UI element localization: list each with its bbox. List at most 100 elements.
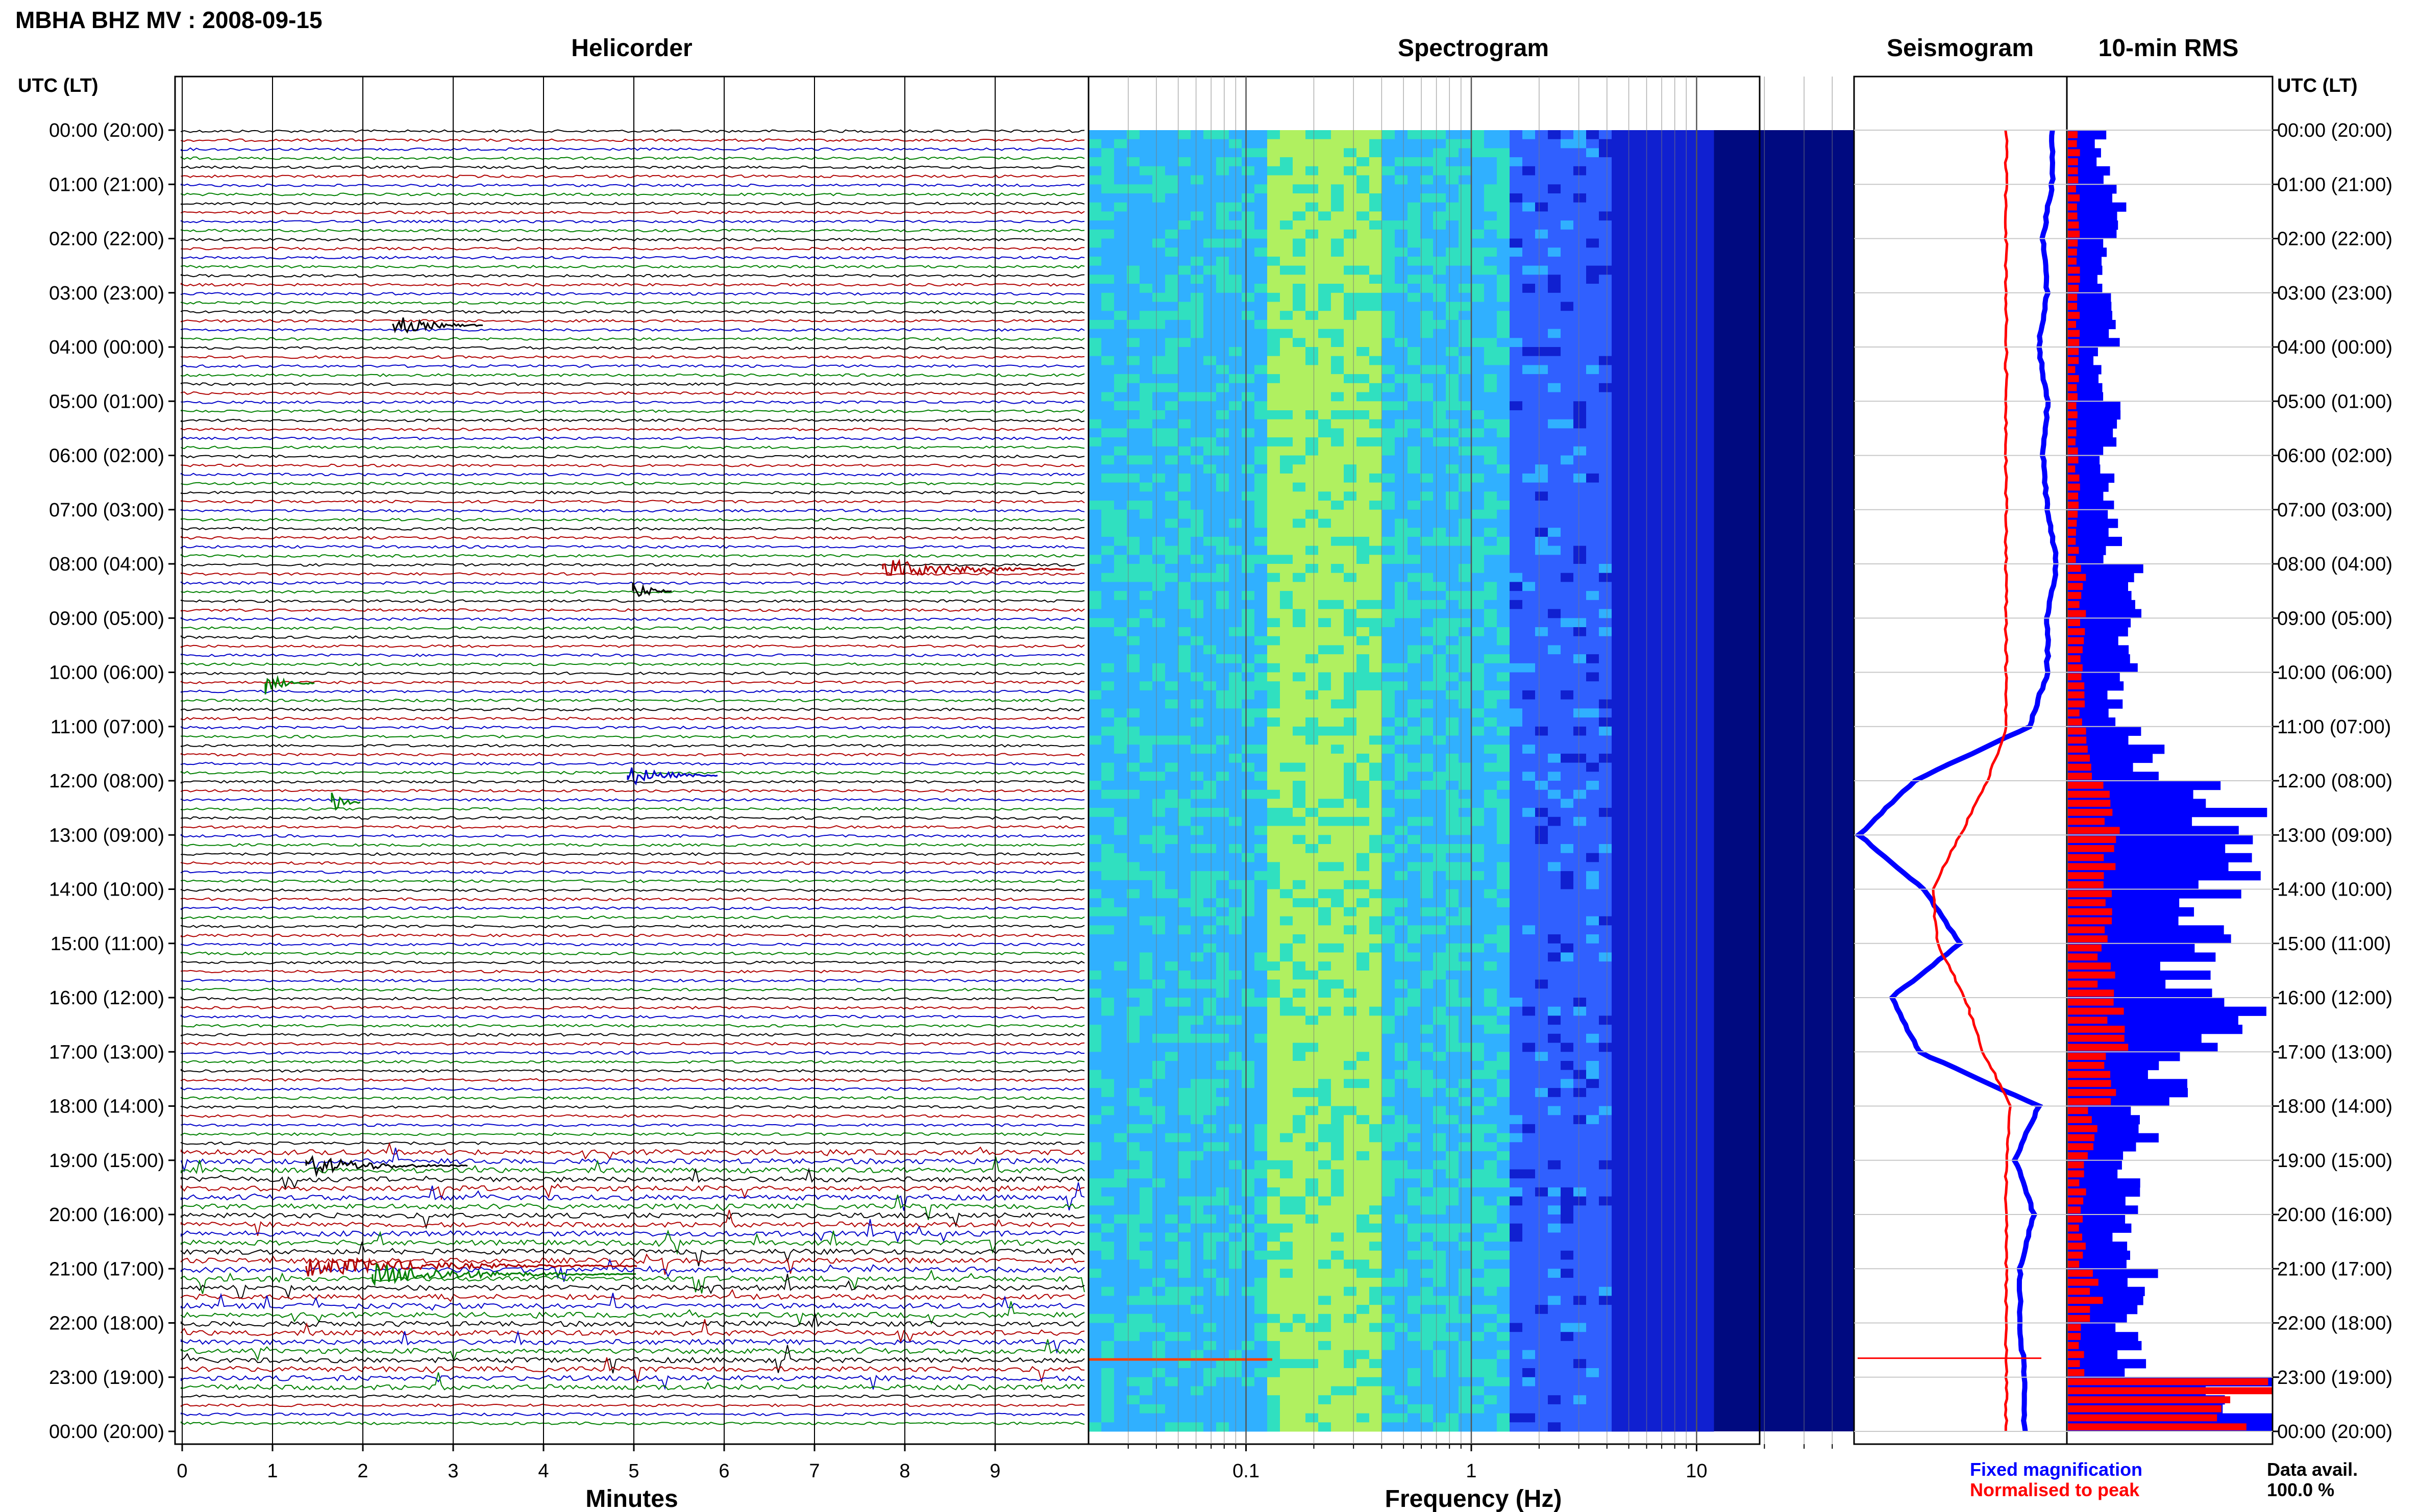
seismogram-heading: Seismogram (1887, 35, 2034, 62)
spectrogram-cell (1420, 645, 1434, 655)
spectrogram-cell (1101, 464, 1115, 474)
spectrogram-cell (1356, 518, 1370, 528)
spectrogram-cell (1242, 789, 1255, 799)
spectrogram-cell (1280, 681, 1293, 691)
spectrogram-cell (1382, 943, 1395, 953)
spectrogram-cell (1242, 889, 1255, 899)
spectrogram-cell (1216, 916, 1229, 926)
spectrogram-cell (1688, 781, 1701, 790)
spectrogram-cell (1522, 1025, 1536, 1034)
spectrogram-cell (1114, 555, 1127, 564)
spectrogram-cell (1165, 536, 1178, 547)
spectrogram-cell (1344, 482, 1357, 492)
spectrogram-cell (1459, 916, 1472, 926)
spectrogram-cell (1280, 772, 1293, 781)
spectrogram-cell (1382, 591, 1395, 601)
spectrogram-cell (1369, 582, 1383, 591)
spectrogram-cell (1369, 609, 1383, 618)
spectrogram-cell (1548, 455, 1561, 465)
spectrogram-cell (1675, 319, 1689, 330)
spectrogram-cell (1318, 961, 1331, 971)
spectrogram-cell (1089, 482, 1102, 492)
spectrogram-cell (1395, 428, 1408, 438)
spectrogram-cell (1586, 265, 1599, 275)
spectrogram-cell (1561, 473, 1574, 483)
spectrogram-cell (1650, 627, 1663, 637)
spectrogram-cell (1701, 528, 1714, 537)
spectrogram-cell (1152, 609, 1166, 618)
spectrogram-cell (1650, 1015, 1663, 1025)
spectrogram-cell (1254, 446, 1268, 456)
spectrogram-cell (1497, 799, 1510, 808)
spectrogram-cell (1471, 338, 1485, 348)
spectrogram-cell (1280, 1015, 1293, 1025)
spectrogram-cell (1420, 338, 1434, 348)
spectrogram-cell (1561, 374, 1574, 384)
spectrogram-cell (1203, 789, 1217, 799)
spectrogram-cell (1293, 663, 1306, 673)
spectrogram-cell (1663, 726, 1676, 736)
spectrogram-cell (1701, 437, 1714, 447)
spectrogram-cell (1395, 979, 1408, 989)
spectrogram-cell (1446, 1025, 1459, 1034)
spectrogram-cell (1497, 229, 1510, 239)
spectrogram-cell (1140, 166, 1153, 176)
spectrogram-cell (1331, 998, 1344, 1007)
spectrogram-cell (1573, 898, 1587, 908)
spectrogram-cell (1535, 175, 1548, 185)
spectrogram-cell (1203, 464, 1217, 474)
spectrogram-cell (1305, 501, 1319, 510)
spectrogram-cell (1586, 898, 1599, 908)
spectrogram-cell (1637, 302, 1650, 311)
spectrogram-cell (1114, 528, 1127, 537)
spectrogram-cell (1395, 1006, 1408, 1016)
spectrogram-cell (1599, 609, 1612, 618)
spectrogram-cell (1101, 482, 1115, 492)
spectrogram-cell (1522, 1006, 1536, 1016)
spectrogram-cell (1101, 455, 1115, 465)
spectrogram-cell (1688, 708, 1701, 718)
spectrogram-cell (1624, 166, 1638, 176)
spectrogram-cell (1331, 157, 1344, 167)
spectrogram-cell (1369, 238, 1383, 248)
spectrogram-cell (1101, 708, 1115, 718)
spectrogram-cell (1650, 1033, 1663, 1043)
spectrogram-cell (1408, 1043, 1421, 1052)
spectrogram-cell (1165, 501, 1178, 510)
spectrogram-cell (1561, 970, 1574, 980)
spectrogram-cell (1471, 753, 1485, 763)
spectrogram-cell (1293, 238, 1306, 248)
spectrogram-cell (1203, 690, 1217, 700)
spectrogram-cell (1089, 745, 1102, 754)
spectrogram-cell (1484, 139, 1497, 148)
spectrogram-cell (1586, 889, 1599, 899)
spectrogram-cell (1612, 148, 1625, 158)
spectrogram-cell (1127, 528, 1140, 537)
spectrogram-cell (1191, 844, 1204, 854)
spectrogram-cell (1624, 311, 1638, 320)
spectrogram-cell (1395, 961, 1408, 971)
spectrogram-cell (1573, 238, 1587, 248)
spectrogram-cell (1280, 717, 1293, 727)
spectrogram-cell (1535, 699, 1548, 709)
spectrogram-cell (1242, 835, 1255, 845)
spectrogram-cell (1242, 392, 1255, 402)
spectrogram-cell (1510, 238, 1523, 248)
spectrogram-cell (1701, 284, 1714, 293)
spectrogram-cell (1650, 979, 1663, 989)
spectrogram-cell (1599, 925, 1612, 935)
spectrogram-cell (1612, 383, 1625, 392)
spectrogram-cell (1586, 546, 1599, 555)
spectrogram-cell (1280, 229, 1293, 239)
spectrogram-cell (1165, 654, 1178, 664)
spectrogram-cell (1114, 943, 1127, 953)
spectrogram-cell (1216, 482, 1229, 492)
spectrogram-cell (1675, 726, 1689, 736)
spectrogram-cell (1101, 943, 1115, 953)
spectrogram-cell (1599, 789, 1612, 799)
spectrogram-cell (1203, 482, 1217, 492)
spectrogram-cell (1356, 564, 1370, 574)
spectrogram-cell (1395, 193, 1408, 203)
spectrogram-cell (1471, 853, 1485, 862)
spectrogram-cell (1242, 518, 1255, 528)
